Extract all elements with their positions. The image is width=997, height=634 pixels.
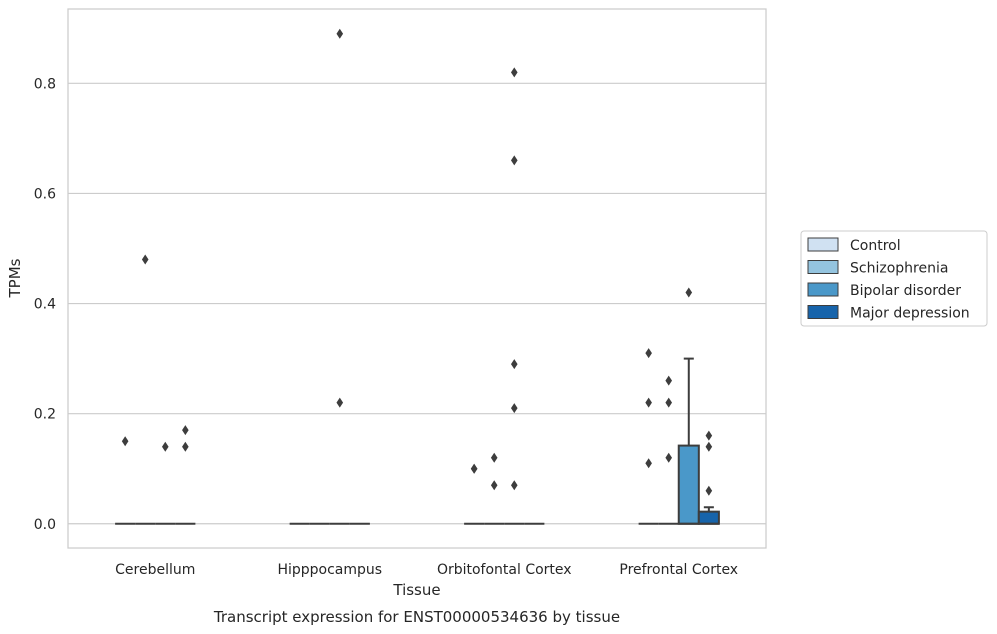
- outlier-point: [645, 458, 652, 469]
- outlier-point: [705, 430, 713, 441]
- legend-frame: [800, 230, 988, 327]
- y-axis-ticks: 0.0 0.2 0.4 0.6 0.8: [34, 76, 56, 532]
- y-tick-label: 0.4: [34, 297, 56, 313]
- outlier-point: [470, 463, 478, 474]
- outlier-point: [510, 403, 518, 414]
- legend-swatch: [807, 260, 839, 274]
- x-axis-label: Tissue: [392, 581, 440, 599]
- legend: Control Schizophrenia Bipolar disorder Majo…: [800, 230, 988, 327]
- box-body: [677, 444, 700, 525]
- y-tick-label: 0.0: [34, 517, 56, 533]
- outlier-point: [705, 441, 713, 452]
- outlier-point: [161, 441, 169, 452]
- outlier-point: [685, 287, 693, 298]
- outlier-point: [510, 67, 518, 78]
- legend-swatch: [807, 237, 839, 252]
- legend-swatch: [807, 305, 839, 319]
- outlier-point: [705, 485, 713, 496]
- outlier-point: [336, 397, 344, 408]
- box: [697, 506, 720, 525]
- outlier-point: [490, 480, 498, 491]
- legend-label: Major depression: [850, 306, 970, 322]
- box-body: [697, 510, 720, 525]
- x-axis-ticks: Cerebellum Hipppocampus Orbitofontal Corte…: [115, 562, 738, 578]
- legend-label: Schizophrenia: [850, 261, 948, 277]
- legend-label: Bipolar disorder: [850, 283, 961, 299]
- outlier-point: [510, 480, 518, 491]
- box-series: [115, 357, 720, 525]
- outlier-point: [141, 254, 149, 265]
- outlier-point: [665, 397, 673, 408]
- outlier-point: [665, 452, 673, 463]
- chart-title: Transcript expression for ENST0000053463…: [213, 608, 620, 626]
- outlier-point: [645, 348, 652, 359]
- gridlines: [68, 82, 766, 525]
- y-tick-label: 0.8: [34, 76, 56, 92]
- box: [677, 357, 700, 525]
- outlier-point: [182, 441, 189, 452]
- x-tick-label: Orbitofontal Cortex: [437, 562, 572, 578]
- x-tick-label: Prefrontal Cortex: [619, 562, 738, 578]
- x-tick-label: Cerebellum: [115, 562, 195, 578]
- outlier-point: [121, 436, 129, 447]
- plot-area-frame: [67, 8, 767, 549]
- y-tick-label: 0.2: [34, 407, 56, 423]
- outlier-point: [645, 397, 652, 408]
- y-axis-label: TPMs: [6, 258, 24, 298]
- outlier-point: [510, 155, 518, 166]
- y-tick-label: 0.6: [34, 186, 56, 202]
- legend-label: Control: [850, 238, 901, 254]
- outlier-point: [665, 375, 673, 386]
- outlier-point: [336, 28, 344, 39]
- outlier-points: [121, 28, 713, 496]
- outlier-point: [490, 452, 498, 463]
- outlier-point: [182, 425, 189, 436]
- outlier-point: [510, 359, 518, 370]
- legend-swatch: [807, 282, 839, 297]
- x-tick-label: Hipppocampus: [277, 562, 382, 578]
